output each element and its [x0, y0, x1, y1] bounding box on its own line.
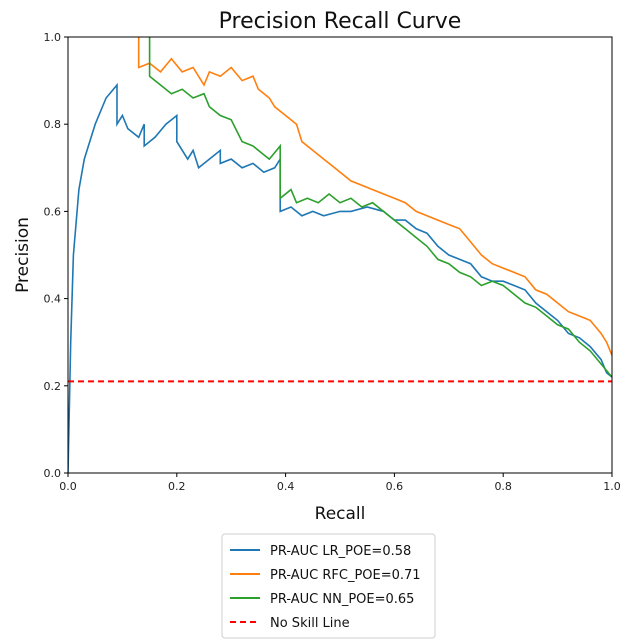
x-tick-label: 0.4 — [277, 480, 295, 493]
y-tick-label: 0.6 — [44, 205, 62, 218]
legend-label: PR-AUC RFC_POE=0.71 — [270, 568, 421, 583]
plot-area — [68, 37, 612, 474]
x-tick-label: 1.0 — [603, 480, 621, 493]
x-tick-label: 0.8 — [494, 480, 512, 493]
legend-label: PR-AUC LR_POE=0.58 — [270, 544, 411, 559]
series-line-0 — [68, 82, 612, 474]
axis-ticks: 0.0 0.2 0.4 0.6 0.8 1.0 0.0 0.2 0.4 0.6 0.8 1.0 — [44, 31, 621, 493]
x-axis-label: Recall — [315, 504, 366, 524]
legend-box — [221, 533, 436, 639]
y-tick-label: 0.0 — [44, 467, 62, 480]
legend-label: PR-AUC NN_POE=0.65 — [270, 592, 414, 607]
y-axis-label: Precision — [13, 217, 33, 293]
x-tick-label: 0.0 — [59, 480, 77, 493]
x-tick-label: 0.6 — [386, 480, 404, 493]
y-tick-label: 0.8 — [44, 118, 62, 131]
chart-title: Precision Recall Curve — [219, 9, 462, 34]
y-tick-label: 1.0 — [44, 31, 62, 44]
x-tick-label: 0.2 — [168, 480, 186, 493]
plot-frame — [67, 36, 613, 474]
y-tick-label: 0.4 — [44, 293, 62, 306]
legend-label: No Skill Line — [270, 616, 350, 631]
y-tick-label: 0.2 — [44, 380, 62, 393]
series-line-1 — [137, 37, 612, 356]
legend: PR-AUC LR_POE=0.58 PR-AUC RFC_POE=0.71 PR-… — [221, 533, 436, 639]
series-line-2 — [148, 37, 612, 378]
